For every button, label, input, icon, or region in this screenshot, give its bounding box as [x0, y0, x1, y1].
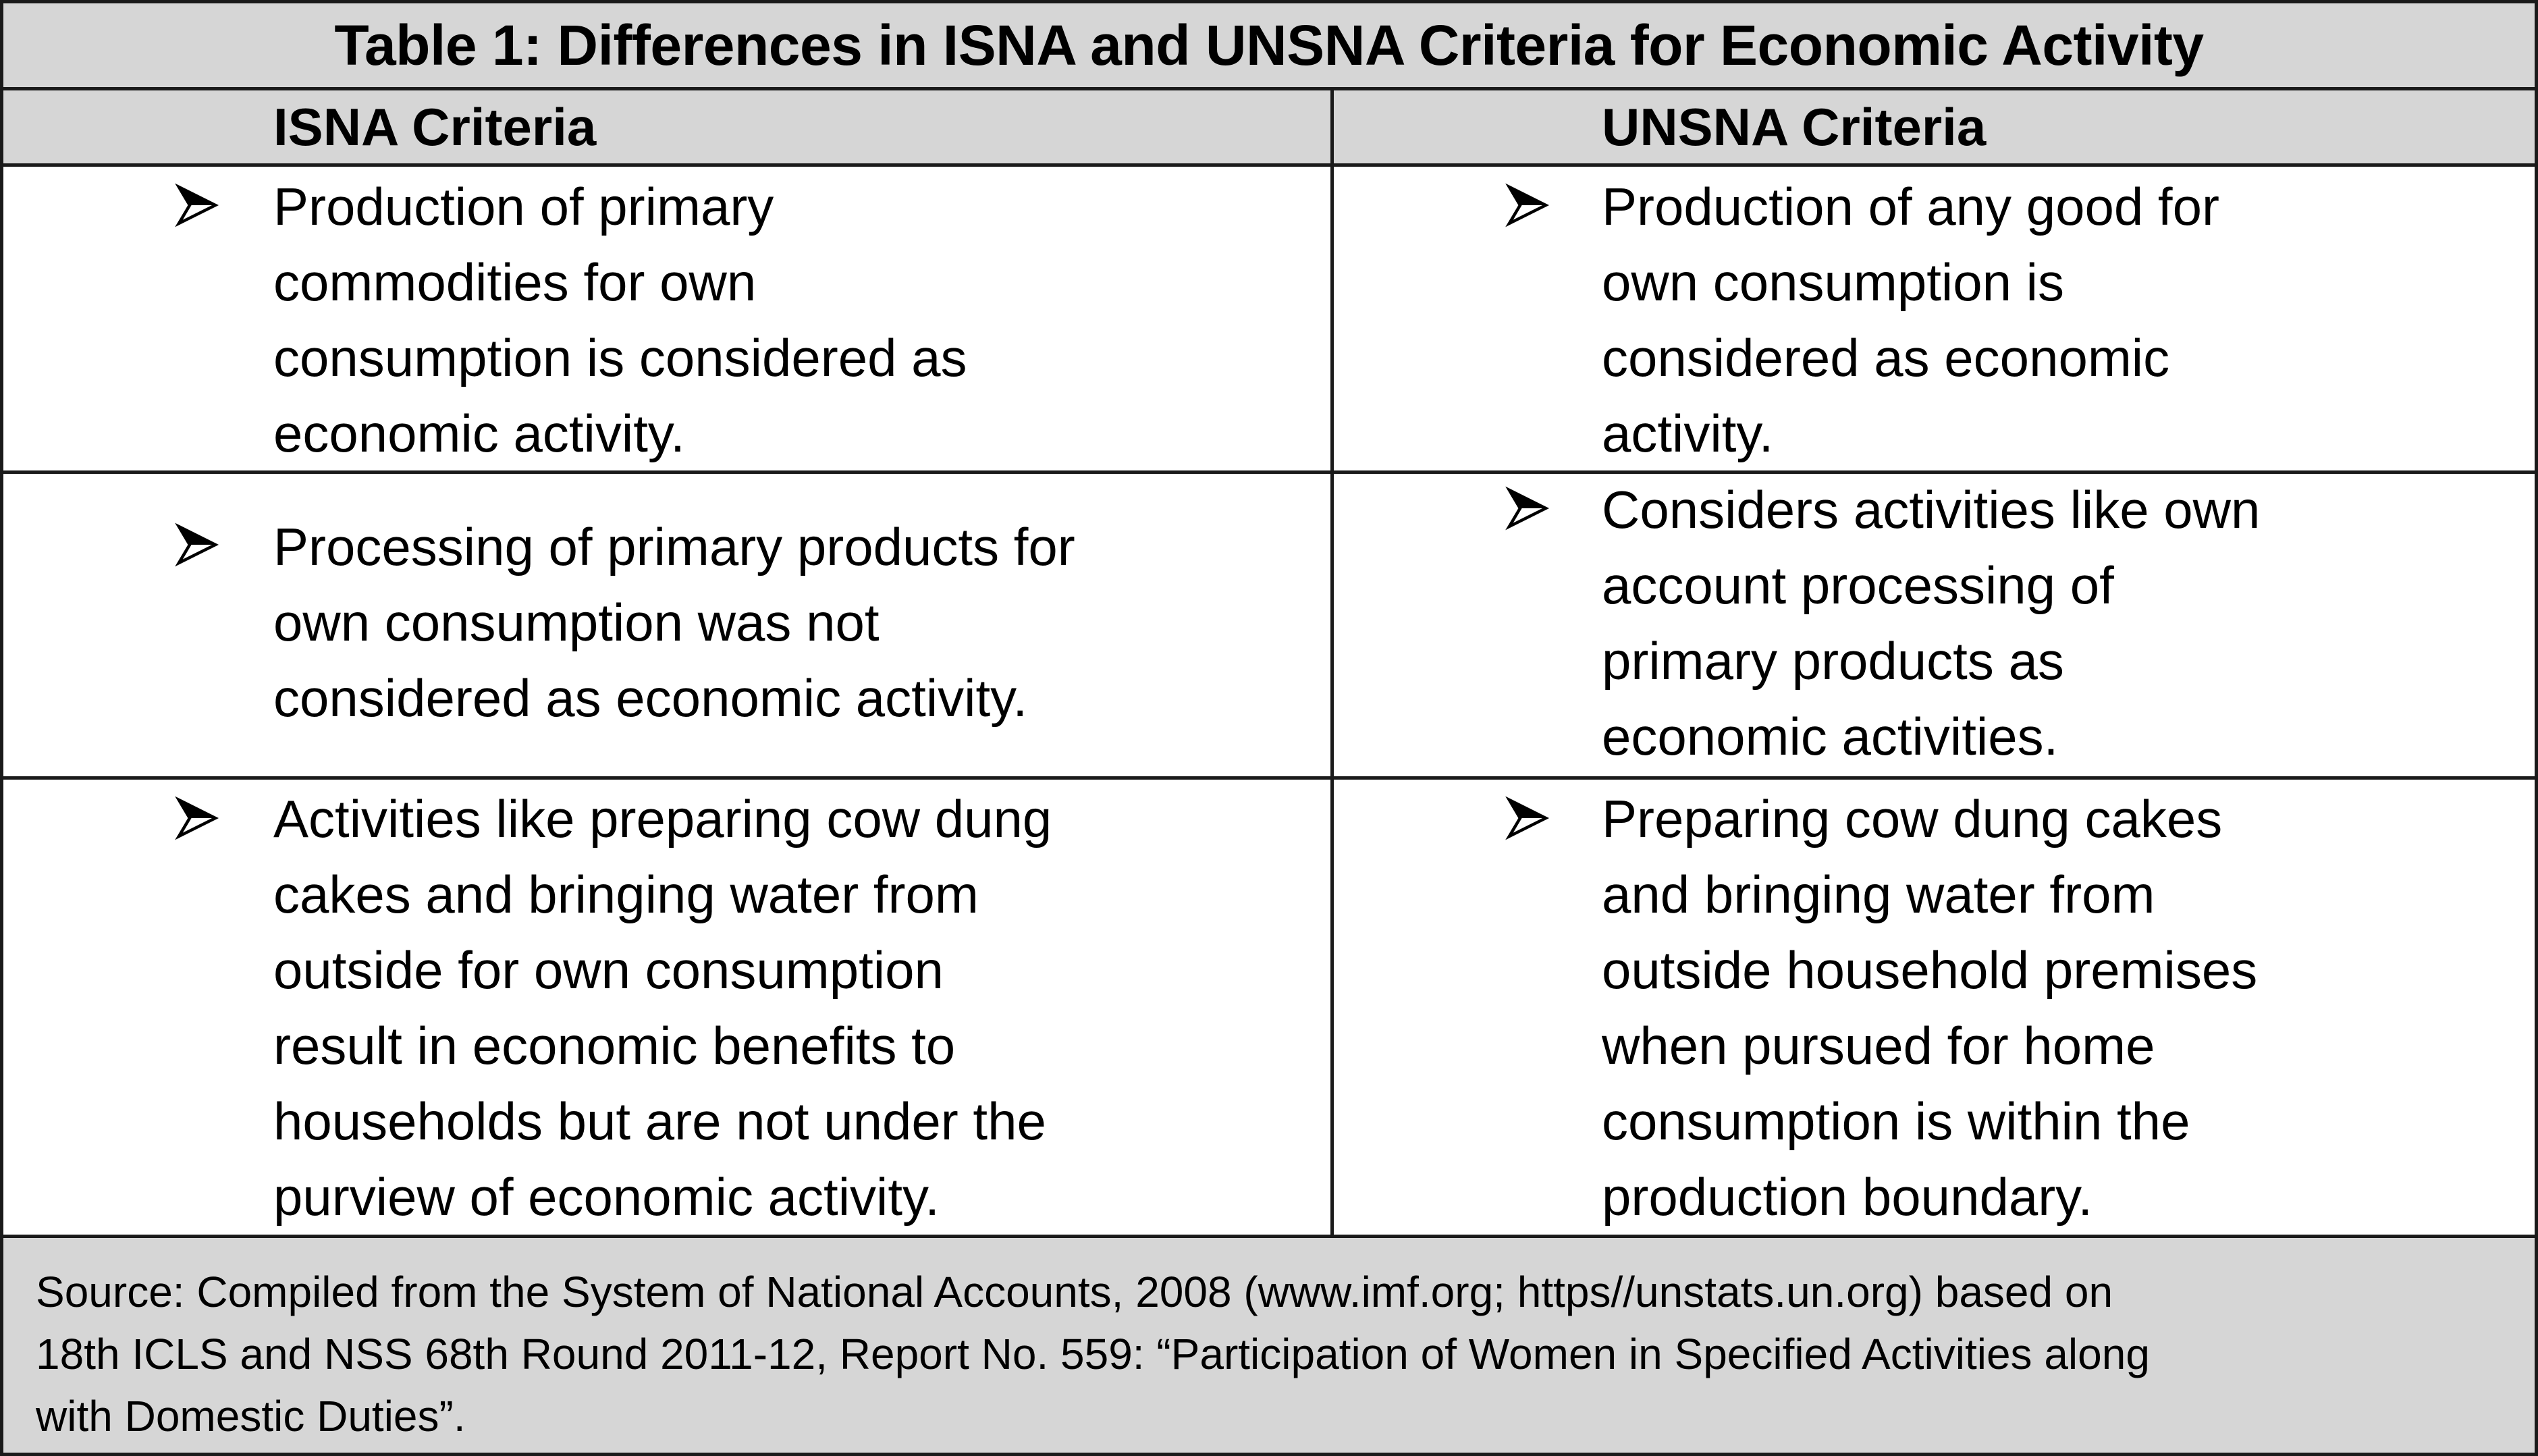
unsna-criterion-text: Preparing cow dung cakes and bringing wa… [1602, 789, 2258, 1226]
table-row: Processing of primary products for own c… [3, 474, 2535, 780]
unsna-criterion-text: Production of any good for own consumpti… [1602, 177, 2219, 463]
table-row: Activities like preparing cow dung cakes… [3, 780, 2535, 1238]
isna-criterion-text: Processing of primary products for own c… [273, 517, 1075, 728]
table-title: Table 1: Differences in ISNA and UNSNA C… [3, 3, 2535, 90]
unsna-criterion-text: Considers activities like own account pr… [1602, 480, 2261, 766]
arrowhead-bullet-icon [1505, 796, 1550, 840]
arrowhead-bullet-icon [175, 183, 219, 227]
table-row: Production of primary commodities for ow… [3, 167, 2535, 474]
unsna-cell: Preparing cow dung cakes and bringing wa… [1334, 780, 2535, 1235]
arrowhead-bullet-icon [175, 522, 219, 567]
isna-criterion-text: Production of primary commodities for ow… [273, 177, 967, 463]
unsna-cell: Production of any good for own consumpti… [1334, 167, 2535, 470]
source-note-text: Source: Compiled from the System of Nati… [36, 1268, 2150, 1440]
isna-cell: Activities like preparing cow dung cakes… [3, 780, 1330, 1235]
arrowhead-bullet-icon [175, 796, 219, 840]
arrowhead-bullet-icon [1505, 183, 1550, 227]
header-isna-criteria: ISNA Criteria [273, 97, 597, 157]
unsna-cell: Considers activities like own account pr… [1334, 474, 2535, 776]
table-header-row: ISNA Criteria UNSNA Criteria [3, 90, 2535, 167]
isna-criterion-text: Activities like preparing cow dung cakes… [273, 789, 1052, 1226]
source-note: Source: Compiled from the System of Nati… [3, 1238, 2535, 1453]
header-unsna-criteria: UNSNA Criteria [1602, 97, 1987, 157]
isna-cell: Processing of primary products for own c… [3, 474, 1330, 776]
isna-cell: Production of primary commodities for ow… [3, 167, 1330, 470]
arrowhead-bullet-icon [1505, 486, 1550, 531]
column-divider [1330, 90, 1334, 1235]
